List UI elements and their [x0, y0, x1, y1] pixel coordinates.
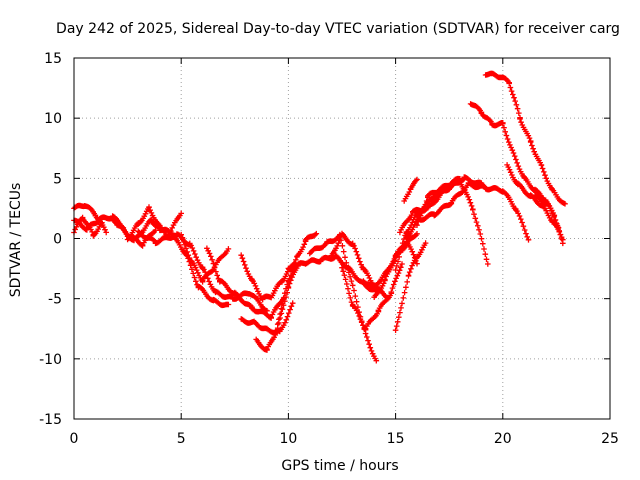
series-pass-28 — [482, 70, 568, 207]
series-marks — [274, 230, 320, 327]
series-pass-18 — [339, 261, 405, 333]
y-tick-label: 15 — [44, 51, 62, 67]
x-tick-label: 10 — [279, 431, 297, 447]
series-pass-26 — [414, 175, 463, 228]
series-pass-30 — [532, 192, 566, 247]
series-marks — [392, 240, 429, 333]
series-pass-25 — [401, 176, 420, 204]
y-tick-label: -10 — [39, 352, 62, 368]
y-tick-label: 10 — [44, 111, 62, 127]
series-marks — [532, 192, 566, 247]
x-tick-label: 0 — [70, 431, 79, 447]
series-marks — [401, 176, 420, 204]
series-marks — [339, 261, 405, 333]
y-tick-label: 0 — [53, 232, 62, 248]
y-tick-label: -15 — [39, 412, 62, 428]
series-marks — [204, 245, 287, 321]
x-tick-label: 5 — [177, 431, 186, 447]
x-tick-label: 15 — [387, 431, 405, 447]
y-axis-label: SDTVAR / TECUs — [8, 183, 24, 298]
series-marks — [482, 70, 568, 207]
series-marks — [178, 231, 232, 285]
x-axis-label: GPS time / hours — [281, 458, 398, 474]
series-pass-06 — [124, 204, 163, 243]
series-pass-10 — [204, 245, 287, 321]
chart-title: Day 242 of 2025, Sidereal Day-to-day VTE… — [56, 21, 620, 37]
grid — [74, 58, 610, 419]
series-pass-09 — [178, 231, 232, 285]
series-pass-21 — [392, 240, 429, 333]
series-pass-14 — [274, 230, 320, 327]
x-tick-label: 20 — [494, 431, 512, 447]
series-marks — [414, 175, 463, 228]
y-tick-label: 5 — [53, 171, 62, 187]
series-marks — [124, 204, 163, 243]
data-points — [71, 70, 568, 364]
axes: 0 5 10 15 20 25 -15 -10 -5 0 5 10 15 — [39, 51, 619, 447]
x-tick-label: 25 — [601, 431, 619, 447]
y-tick-label: -5 — [48, 292, 62, 308]
